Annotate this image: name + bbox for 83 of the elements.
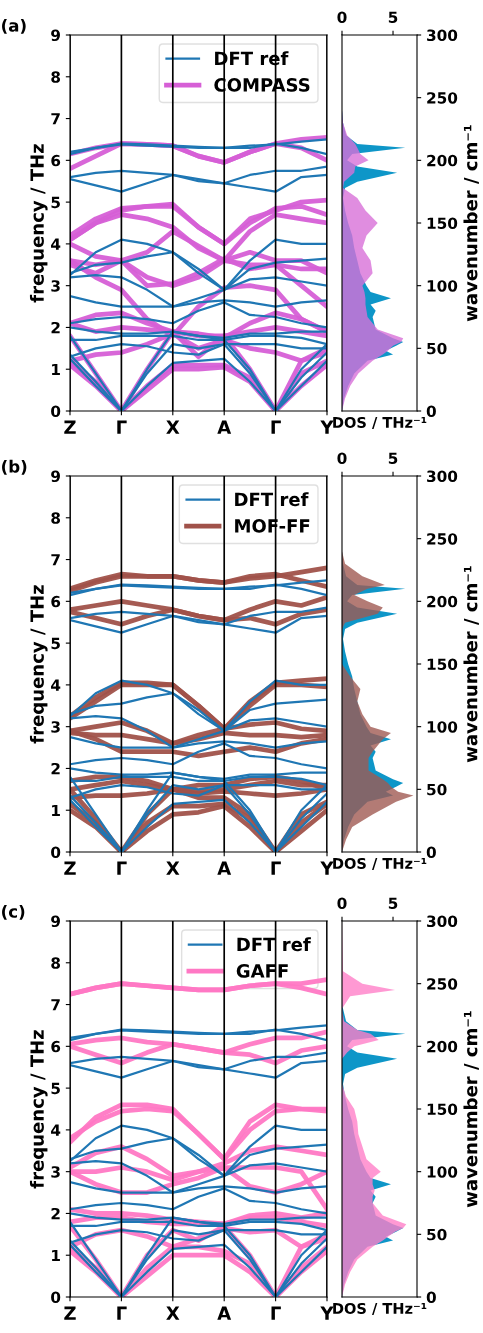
y-tick-label: 8 (51, 71, 61, 83)
y-tick-label: 0 (426, 405, 436, 418)
y-tick-label: 200 (427, 595, 458, 608)
y-tick-label: 4 (51, 679, 61, 691)
x-tick-label: Y (320, 861, 334, 875)
y-tick-label: 2 (51, 321, 60, 334)
y-tick-label: 6 (51, 595, 61, 608)
x-tick-label: Γ (117, 861, 127, 875)
x-tick-label: X (166, 1306, 180, 1320)
y-tick-label: 9 (51, 29, 60, 42)
y-tick-label: 3 (51, 721, 60, 733)
y-tick-label: 100 (427, 280, 458, 292)
y-tick-label: 100 (427, 1166, 458, 1178)
y-tick-label: 1 (52, 804, 60, 817)
x-tick-label: A (217, 1306, 232, 1320)
x-tick-label: Z (64, 420, 76, 434)
y-tick-label: 100 (427, 721, 458, 733)
y-tick-label: 1 (52, 1249, 60, 1262)
y-tick-label: 2 (51, 1207, 60, 1220)
y-tick-label: 150 (427, 1103, 458, 1116)
y-tick-label: 9 (51, 915, 60, 928)
x-tick-label: Γ (271, 420, 281, 434)
y-tick-label: 0 (51, 1291, 61, 1304)
x-axis-title: DOS / THz⁻¹ (333, 1302, 427, 1316)
y-tick-label: 7 (51, 113, 60, 125)
y-tick-label: 7 (51, 554, 60, 566)
x-tick-label: Y (320, 420, 334, 434)
y-tick-label: 0 (426, 1291, 436, 1304)
y-tick-label: 200 (427, 1040, 458, 1053)
x-tick-label: Z (64, 1306, 76, 1320)
y-tick-label: 250 (427, 978, 458, 990)
y-tick-label: 200 (427, 154, 458, 167)
y-tick-label: 8 (51, 957, 61, 969)
y-tick-label: 5 (51, 196, 60, 209)
y-tick-label: 2 (51, 762, 60, 775)
chart-title: (c) (2, 904, 25, 920)
y-axis-title: wavenumber / cm⁻¹ (463, 125, 479, 322)
y-axis-title: frequency / THz (29, 585, 48, 744)
y-tick-label: 1 (52, 363, 60, 376)
x-tick-label: Γ (117, 420, 127, 434)
legend-label: DFT ref (237, 937, 311, 952)
x-tick-label: Γ (271, 861, 281, 875)
y-tick-label: 300 (427, 29, 458, 42)
y-tick-label: 5 (51, 637, 60, 650)
x-axis-title: DOS / THz⁻¹ (333, 857, 427, 871)
y-tick-label: 6 (51, 1040, 61, 1053)
x-tick-label: A (217, 420, 232, 434)
x-tick-label: Γ (117, 1306, 127, 1320)
y-tick-label: 7 (51, 999, 60, 1011)
y-axis-title: wavenumber / cm⁻¹ (463, 1011, 479, 1208)
y-tick-label: 150 (427, 217, 458, 230)
x-tick-label: Γ (271, 1306, 281, 1320)
y-tick-label: 6 (51, 154, 61, 167)
y-tick-label: 0 (51, 846, 61, 859)
y-tick-label: 300 (427, 470, 458, 483)
y-tick-label: 4 (51, 238, 61, 250)
y-tick-label: 0 (51, 405, 61, 418)
y-axis-title: frequency / THz (29, 1030, 48, 1189)
y-tick-label: 50 (427, 342, 447, 355)
y-tick-label: 50 (427, 783, 447, 796)
x-tick-label: X (166, 861, 180, 875)
x-tick-label: A (217, 861, 232, 875)
legend-label: DFT ref (235, 492, 309, 507)
x-axis-title: DOS / THz⁻¹ (333, 416, 427, 430)
x-tick-label: Y (320, 1306, 334, 1320)
y-tick-label: 250 (427, 92, 458, 104)
chart-title: (a) (2, 18, 26, 34)
y-axis-title: wavenumber / cm⁻¹ (463, 566, 479, 763)
y-tick-label: 3 (51, 1166, 60, 1178)
y-tick-label: 4 (51, 1124, 61, 1136)
x-tick-label: Z (64, 861, 76, 875)
y-tick-label: 50 (427, 1228, 447, 1241)
chart-title: (b) (2, 459, 27, 475)
y-tick-label: 0 (426, 846, 436, 859)
y-tick-label: 250 (427, 533, 458, 545)
y-tick-label: 8 (51, 512, 61, 524)
x-tick-label: X (166, 420, 180, 434)
y-tick-label: 3 (51, 280, 60, 292)
y-tick-label: 9 (51, 470, 60, 483)
y-tick-label: 5 (51, 1082, 60, 1095)
y-tick-label: 150 (427, 658, 458, 671)
y-axis-title: frequency / THz (29, 144, 48, 303)
y-tick-label: 300 (427, 915, 458, 928)
